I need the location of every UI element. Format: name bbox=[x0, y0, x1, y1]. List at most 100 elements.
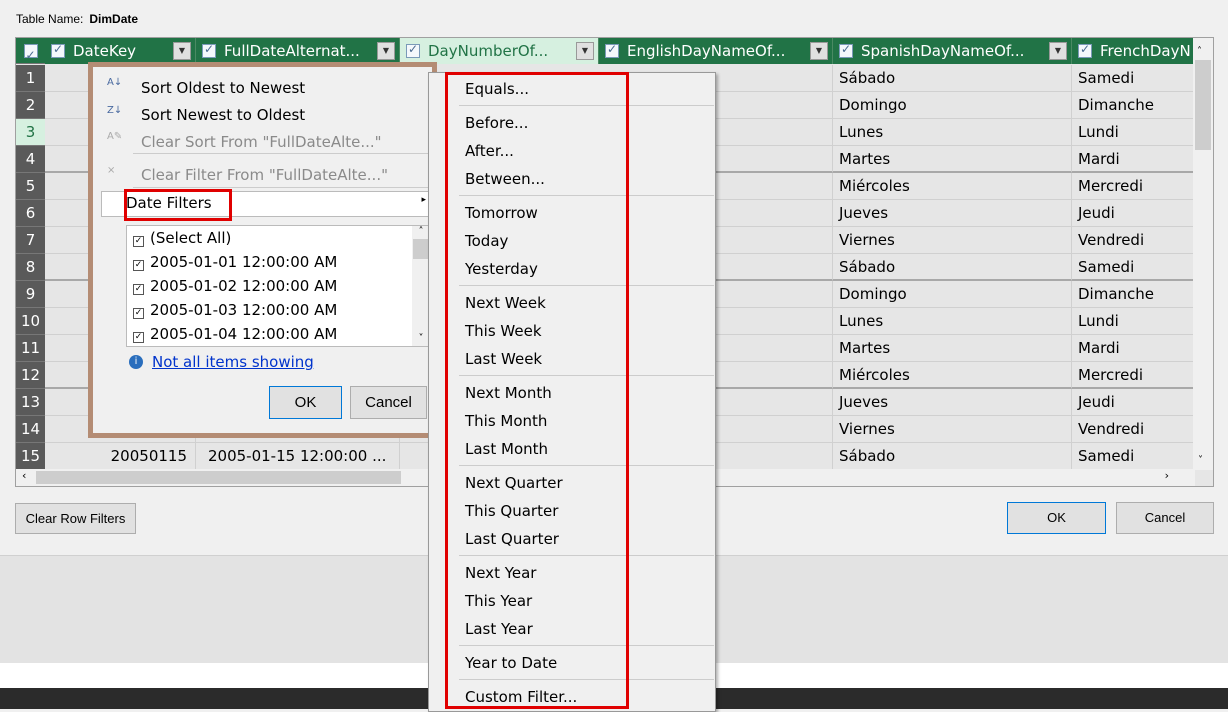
cell-french[interactable]: Mardi bbox=[1072, 335, 1196, 362]
cell-french[interactable]: Jeudi bbox=[1072, 200, 1196, 227]
checkbox-icon[interactable] bbox=[1078, 42, 1092, 58]
cell-french[interactable]: Samedi bbox=[1072, 254, 1196, 281]
cell-spanish[interactable]: Sábado bbox=[833, 65, 1072, 92]
checkbox-icon[interactable] bbox=[839, 42, 853, 58]
row-header[interactable]: 15 bbox=[16, 443, 45, 470]
filter-value-item[interactable]: ✓ 2005-01-02 12:00:00 AM bbox=[133, 277, 337, 295]
submenu-item[interactable]: Last Month bbox=[465, 440, 549, 458]
checkbox-icon[interactable] bbox=[23, 42, 38, 69]
row-header[interactable]: 2 bbox=[16, 92, 45, 119]
checkbox-icon[interactable]: ✓ bbox=[133, 332, 144, 343]
cell-french[interactable]: Samedi bbox=[1072, 443, 1196, 470]
cell-french[interactable]: Dimanche bbox=[1072, 281, 1196, 308]
submenu-item[interactable]: This Year bbox=[465, 592, 533, 610]
select-all-header[interactable] bbox=[16, 38, 45, 69]
filter-value-list[interactable]: ✓ (Select All) ✓ 2005-01-01 12:00:00 AM ✓ 200… bbox=[126, 225, 431, 347]
filter-ok-button[interactable]: OK bbox=[269, 386, 342, 419]
column-header[interactable]: EnglishDayNameOf... ▼ bbox=[599, 38, 833, 64]
cell-spanish[interactable]: Domingo bbox=[833, 92, 1072, 119]
filter-value-item[interactable]: ✓ 2005-01-04 12:00:00 AM bbox=[133, 325, 337, 343]
submenu-item[interactable]: Last Week bbox=[465, 350, 543, 368]
row-header[interactable]: 4 bbox=[16, 146, 45, 173]
cell-spanish[interactable]: Martes bbox=[833, 146, 1072, 173]
scroll-thumb[interactable] bbox=[1195, 60, 1211, 150]
cell-fulldate[interactable]: 2005-01-15 12:00:00 ... bbox=[196, 443, 400, 470]
cell-french[interactable]: Lundi bbox=[1072, 119, 1196, 146]
checkbox-icon[interactable] bbox=[202, 42, 216, 58]
submenu-item[interactable]: Between... bbox=[465, 170, 545, 188]
filter-dropdown-icon[interactable]: ▼ bbox=[173, 42, 191, 60]
row-header[interactable]: 12 bbox=[16, 362, 45, 389]
submenu-item[interactable]: This Quarter bbox=[465, 502, 559, 520]
checkbox-icon[interactable] bbox=[51, 42, 65, 58]
cell-french[interactable]: Mardi bbox=[1072, 146, 1196, 173]
clear-row-filters-button[interactable]: Clear Row Filters bbox=[15, 503, 136, 534]
filter-value-item[interactable]: ✓ 2005-01-03 12:00:00 AM bbox=[133, 301, 337, 319]
submenu-item[interactable]: Next Month bbox=[465, 384, 552, 402]
cell-spanish[interactable]: Lunes bbox=[833, 119, 1072, 146]
row-header[interactable]: 10 bbox=[16, 308, 45, 335]
submenu-item[interactable]: This Month bbox=[465, 412, 548, 430]
ok-button[interactable]: OK bbox=[1007, 502, 1106, 534]
cell-french[interactable]: Vendredi bbox=[1072, 227, 1196, 254]
filter-value-item[interactable]: ✓ 2005-01-01 12:00:00 AM bbox=[133, 253, 337, 271]
row-header[interactable]: 14 bbox=[16, 416, 45, 443]
scroll-right-icon[interactable]: › bbox=[1164, 469, 1169, 482]
checkbox-icon[interactable]: ✓ bbox=[133, 284, 144, 295]
submenu-item[interactable]: Before... bbox=[465, 114, 529, 132]
cell-french[interactable]: Mercredi bbox=[1072, 173, 1196, 200]
column-header[interactable]: FullDateAlternat... ▼ bbox=[196, 38, 400, 64]
cell-spanish[interactable]: Sábado bbox=[833, 443, 1072, 470]
column-header[interactable]: FrenchDayN bbox=[1072, 38, 1196, 64]
column-header[interactable]: DayNumberOf... ▼ bbox=[400, 38, 599, 64]
checkbox-icon[interactable]: ✓ bbox=[133, 236, 144, 247]
column-header[interactable]: SpanishDayNameOf... ▼ bbox=[833, 38, 1072, 64]
cell-french[interactable]: Samedi bbox=[1072, 65, 1196, 92]
list-scrollbar[interactable]: ˄ ˅ bbox=[412, 226, 430, 346]
cell-spanish[interactable]: Jueves bbox=[833, 200, 1072, 227]
submenu-item[interactable]: Next Quarter bbox=[465, 474, 563, 492]
cell-spanish[interactable]: Miércoles bbox=[833, 173, 1072, 200]
checkbox-icon[interactable]: ✓ bbox=[133, 308, 144, 319]
cell-spanish[interactable]: Martes bbox=[833, 335, 1072, 362]
row-header[interactable]: 8 bbox=[16, 254, 45, 281]
row-header[interactable]: 9 bbox=[16, 281, 45, 308]
column-header[interactable]: DateKey ▼ bbox=[45, 38, 196, 64]
submenu-item[interactable]: Today bbox=[465, 232, 509, 250]
filter-value-item[interactable]: ✓ (Select All) bbox=[133, 229, 231, 247]
row-header[interactable]: 11 bbox=[16, 335, 45, 362]
row-header[interactable]: 6 bbox=[16, 200, 45, 227]
checkbox-icon[interactable] bbox=[605, 42, 619, 58]
sort-oldest-newest[interactable]: Sort Oldest to Newest bbox=[141, 79, 306, 97]
submenu-item[interactable]: This Week bbox=[465, 322, 542, 340]
row-header[interactable]: 5 bbox=[16, 173, 45, 200]
row-header[interactable]: 1 bbox=[16, 65, 45, 92]
scroll-up-icon[interactable]: ˄ bbox=[1197, 46, 1202, 57]
submenu-item[interactable]: Next Year bbox=[465, 564, 537, 582]
vertical-scrollbar[interactable]: ˄ ˅ bbox=[1193, 38, 1213, 470]
cell-spanish[interactable]: Sábado bbox=[833, 254, 1072, 281]
submenu-item[interactable]: Equals... bbox=[465, 80, 529, 98]
cell-spanish[interactable]: Domingo bbox=[833, 281, 1072, 308]
cell-spanish[interactable]: Viernes bbox=[833, 416, 1072, 443]
cell-spanish[interactable]: Viernes bbox=[833, 227, 1072, 254]
cell-french[interactable]: Jeudi bbox=[1072, 389, 1196, 416]
submenu-item[interactable]: After... bbox=[465, 142, 514, 160]
checkbox-icon[interactable] bbox=[406, 42, 420, 58]
filter-cancel-button[interactable]: Cancel bbox=[350, 386, 427, 419]
cell-spanish[interactable]: Jueves bbox=[833, 389, 1072, 416]
row-header[interactable]: 7 bbox=[16, 227, 45, 254]
cell-spanish[interactable]: Miércoles bbox=[833, 362, 1072, 389]
filter-dropdown-icon[interactable]: ▼ bbox=[377, 42, 395, 60]
date-filters-menu[interactable]: Date Filters ▸ bbox=[101, 191, 429, 217]
cell-french[interactable]: Lundi bbox=[1072, 308, 1196, 335]
submenu-item[interactable]: Custom Filter... bbox=[465, 688, 578, 706]
cancel-button[interactable]: Cancel bbox=[1116, 502, 1214, 534]
not-all-items-link[interactable]: Not all items showing bbox=[152, 353, 314, 371]
cell-french[interactable]: Dimanche bbox=[1072, 92, 1196, 119]
filter-dropdown-icon[interactable]: ▼ bbox=[1049, 42, 1067, 60]
sort-newest-oldest[interactable]: Sort Newest to Oldest bbox=[141, 106, 306, 124]
hscroll-thumb[interactable] bbox=[36, 471, 401, 484]
scroll-down-icon[interactable]: ˅ bbox=[1198, 455, 1203, 466]
filter-dropdown-icon[interactable]: ▼ bbox=[810, 42, 828, 60]
